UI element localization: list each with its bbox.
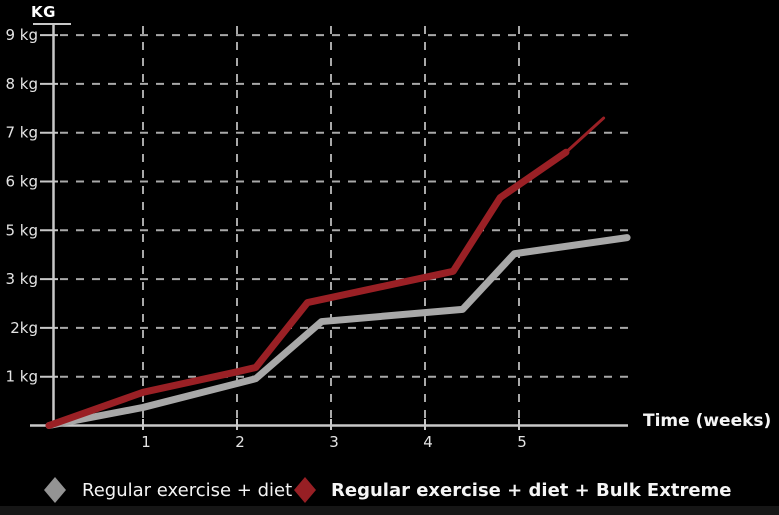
x-tick-label: 1	[141, 433, 151, 451]
x-tick-label: 3	[329, 433, 339, 451]
series-line-red	[45, 148, 570, 429]
chart-canvas: 1 kg 2kg 3 kg 5 kg 6 kg 7 kg 8 kg 9 kg 1 2 3 4 5	[5, 23, 631, 451]
y-tick-label: 3 kg	[5, 270, 38, 288]
series-line-tip	[564, 116, 606, 154]
y-tick-label: 1 kg	[5, 368, 38, 386]
series-line-gray	[45, 234, 631, 429]
x-tick-label: 4	[423, 433, 433, 451]
legend-label-regular-exercise: Regular exercise + diet	[82, 479, 293, 501]
bottom-strip	[0, 506, 779, 515]
y-tick-label: 9 kg	[5, 26, 38, 44]
y-tick-label: 2kg	[10, 319, 38, 337]
y-tick-label: 8 kg	[5, 75, 38, 93]
x-tick-label: 2	[235, 433, 245, 451]
diamond-shape	[294, 477, 316, 503]
x-tick-label: 5	[517, 433, 527, 451]
legend-label-bulk-extreme: Regular exercise + diet + Bulk Extreme	[331, 479, 732, 501]
y-tick-label: 7 kg	[5, 124, 38, 142]
y-axis-title: KG	[31, 3, 56, 21]
y-tick-label: 6 kg	[5, 173, 38, 191]
legend-item-regular-exercise: Regular exercise + diet	[44, 476, 292, 504]
y-tick-label: 5 kg	[5, 221, 38, 239]
x-axis-title: Time (weeks)	[643, 411, 772, 431]
red-diamond-icon	[294, 477, 316, 503]
legend-item-bulk-extreme: Regular exercise + diet + Bulk Extreme	[294, 476, 732, 504]
diamond-shape	[44, 477, 66, 503]
gray-diamond-icon	[44, 477, 66, 503]
